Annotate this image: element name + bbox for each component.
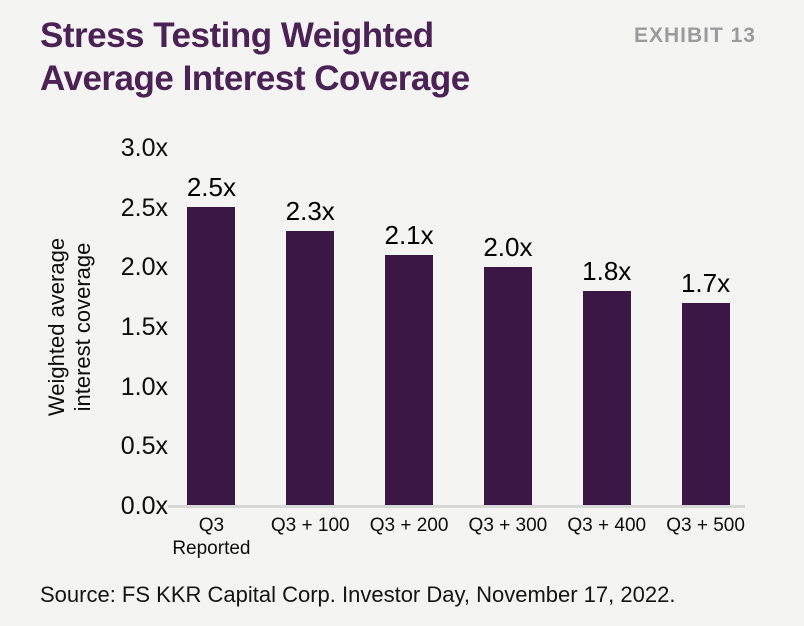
- x-tick: Q3 + 400: [567, 515, 647, 536]
- y-axis-title-line1: Weighted average: [44, 237, 69, 417]
- x-tick: Q3 Reported: [172, 515, 251, 559]
- bar-group: 2.0x: [458, 148, 557, 505]
- x-tick: Q3 + 200: [369, 515, 449, 536]
- y-tick: 0.5x: [120, 432, 168, 461]
- y-tick: 1.5x: [120, 312, 168, 341]
- y-tick: 2.0x: [120, 253, 168, 282]
- y-axis-ticks: 3.0x 2.5x 2.0x 1.5x 1.0x 0.5x 0.0x: [90, 134, 168, 520]
- page-title: Stress Testing Weighted Average Interest…: [40, 14, 470, 100]
- bar-chart-plot-area: 2.5x 2.3x 2.1x 2.0x 1.8x 1.7x: [162, 148, 755, 505]
- bar: [385, 255, 434, 505]
- bar-group: 2.5x: [162, 148, 261, 505]
- x-axis-ticks: Q3 Reported Q3 + 100 Q3 + 200 Q3 + 300 Q…: [162, 514, 755, 560]
- bar: [286, 231, 335, 505]
- bar-data-label: 2.5x: [186, 172, 236, 202]
- bar-data-label: 2.0x: [483, 232, 533, 262]
- page-title-line2: Average Interest Coverage: [40, 59, 470, 98]
- y-tick: 1.0x: [120, 372, 168, 401]
- y-tick: 2.5x: [120, 193, 168, 222]
- x-tick: Q3 + 300: [468, 515, 548, 536]
- x-tick: Q3 + 100: [270, 515, 350, 536]
- bar-data-label: 2.3x: [285, 196, 335, 226]
- bar-data-label: 2.1x: [384, 220, 434, 250]
- bar: [681, 303, 730, 505]
- bar-group: 2.1x: [360, 148, 459, 505]
- bar-data-label: 1.7x: [680, 268, 731, 298]
- x-tick: Q3 + 500: [666, 515, 745, 536]
- bar-group: 1.8x: [557, 148, 656, 505]
- y-tick: 3.0x: [120, 134, 168, 162]
- bar-group: 1.7x: [656, 148, 755, 505]
- bar: [187, 207, 236, 505]
- x-axis-line: [168, 505, 745, 508]
- exhibit-label: EXHIBIT 13: [633, 24, 756, 47]
- y-axis-title: Weighted average interest coverage: [44, 238, 96, 416]
- y-tick: 0.0x: [120, 491, 168, 520]
- source-citation: Source: FS KKR Capital Corp. Investor Da…: [40, 582, 676, 607]
- bar-group: 2.3x: [261, 148, 360, 505]
- page-title-line1: Stress Testing Weighted: [40, 16, 434, 55]
- bar: [483, 267, 532, 505]
- bar-data-label: 1.8x: [582, 256, 632, 286]
- bar: [582, 291, 631, 505]
